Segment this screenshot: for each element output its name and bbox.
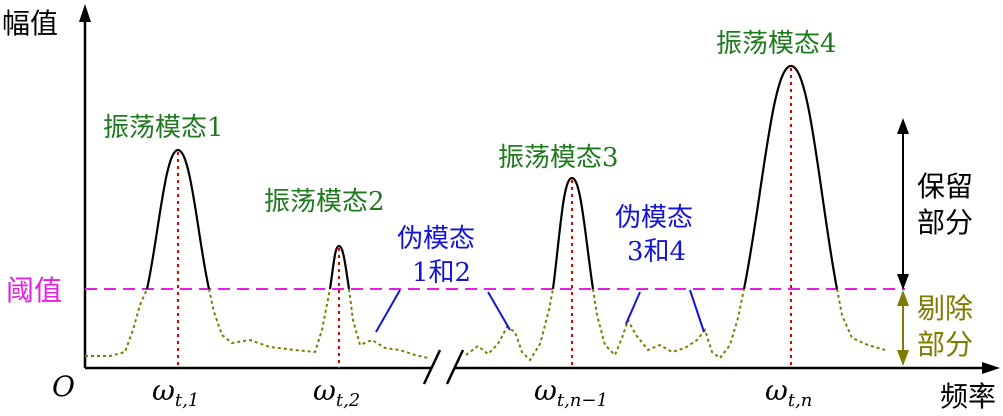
noise-curve-right (465, 288, 886, 362)
pseudo-4-pointer (689, 289, 705, 333)
keep-arrow-bottom-icon (897, 274, 909, 290)
peak-3-curve (551, 176, 595, 290)
pseudo-12-line2: 1和2 (412, 258, 471, 288)
peak-2-curve (328, 244, 351, 290)
mode-2-label: 振荡模态2 (264, 187, 385, 217)
pseudo-1-pointer (375, 289, 401, 333)
mode-1-label: 振荡模态1 (103, 113, 224, 143)
remove-region-label-1: 剔除 (917, 292, 973, 325)
freq-label-3: ωt,n−1 (534, 374, 608, 411)
peak-1-curve (145, 148, 211, 290)
keep-region-label-2: 部分 (917, 206, 973, 239)
pseudo-34-line2: 3和4 (627, 237, 686, 267)
remove-arrow-bottom-icon (897, 350, 909, 366)
freq-label-4: ωt,n (765, 374, 812, 411)
remove-arrow-top-icon (897, 290, 909, 306)
noise-curve-left (85, 288, 429, 359)
peak-4-curve (742, 64, 839, 290)
y-axis-arrow-icon (79, 4, 91, 22)
axis-break-mark-1 (422, 349, 442, 385)
pseudo-12-line1: 伪模态 (397, 224, 475, 254)
x-axis-arrow-icon (982, 362, 1000, 374)
freq-label-1: ωt,1 (152, 374, 199, 411)
keep-region-label-1: 保留 (917, 170, 973, 203)
pseudo-3-pointer (625, 291, 641, 325)
origin-label: O (52, 370, 75, 403)
mode-4-label: 振荡模态4 (716, 29, 837, 59)
y-axis-label: 幅值 (2, 7, 58, 40)
threshold-label: 阈值 (6, 274, 62, 307)
mode-3-label: 振荡模态3 (498, 143, 619, 173)
pseudo-2-pointer (487, 291, 511, 331)
keep-arrow-top-icon (897, 118, 909, 134)
pseudo-34-line1: 伪模态 (615, 203, 693, 233)
axis-break-mark-2 (445, 349, 465, 385)
remove-region-label-2: 部分 (917, 328, 973, 361)
x-axis-label: 频率 (940, 380, 996, 413)
freq-label-2: ωt,2 (313, 374, 360, 411)
